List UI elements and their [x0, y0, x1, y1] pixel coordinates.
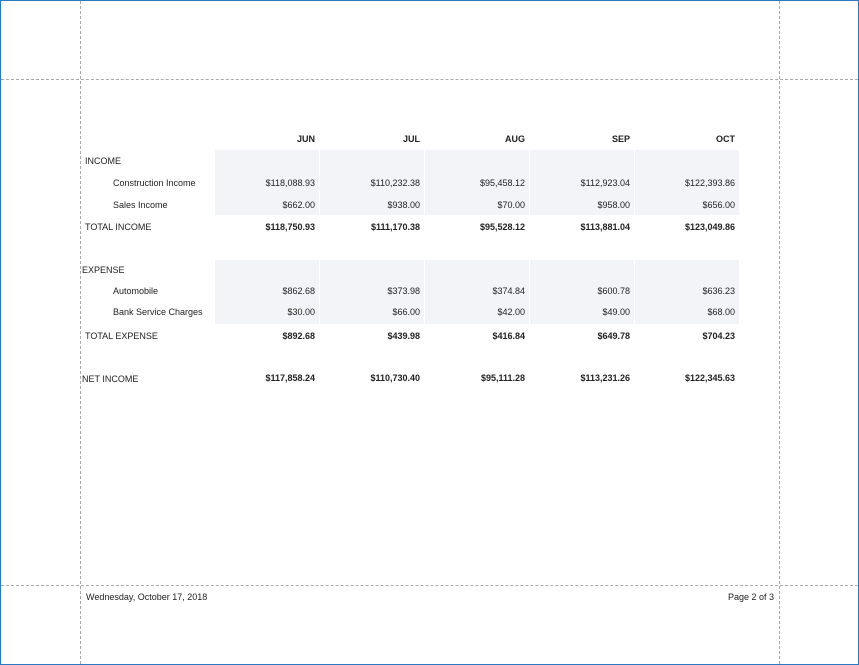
- margin-guide: [1, 79, 858, 80]
- row-shade: [215, 150, 319, 215]
- cell-value: $42.00: [497, 307, 525, 317]
- cell-value: $111,170.38: [370, 222, 420, 232]
- cell-value: $656.00: [702, 200, 735, 210]
- cell-value: $123,049.86: [684, 222, 735, 232]
- total-label: TOTAL INCOME: [85, 222, 152, 232]
- cell-value: $95,111.28: [480, 373, 525, 383]
- cell-value: $704.23: [702, 331, 735, 341]
- cell-value: $600.78: [597, 286, 630, 296]
- cell-value: $938.00: [387, 200, 420, 210]
- row-label: Automobile: [113, 286, 159, 296]
- cell-value: $439.98: [387, 331, 420, 341]
- cell-value: $110,730.40: [370, 373, 420, 383]
- section-label: INCOME: [85, 156, 121, 166]
- total-label: TOTAL EXPENSE: [85, 331, 158, 341]
- cell-value: $117,858.24: [265, 373, 315, 383]
- cell-value: $68.00: [707, 307, 735, 317]
- row-shade: [320, 260, 424, 324]
- cell-value: $118,088.93: [265, 178, 315, 188]
- row-label: Construction Income: [113, 178, 196, 188]
- net-income-label: NET INCOME: [82, 374, 139, 384]
- section-label: EXPENSE: [82, 265, 125, 275]
- cell-value: $112,923.04: [580, 178, 630, 188]
- row-label: Sales Income: [113, 200, 168, 210]
- footer-date: Wednesday, October 17, 2018: [86, 592, 208, 602]
- cell-value: $95,458.12: [479, 178, 525, 188]
- column-header: AUG: [505, 134, 525, 144]
- column-header: JUL: [402, 134, 420, 144]
- cell-value: $95,528.12: [479, 222, 525, 232]
- cell-value: $373.98: [387, 286, 420, 296]
- cell-value: $662.00: [282, 200, 315, 210]
- row-shade: [320, 150, 424, 215]
- cell-value: $113,231.26: [580, 373, 630, 383]
- column-header: SEP: [611, 134, 630, 144]
- cell-value: $113,881.04: [580, 222, 630, 232]
- cell-value: $122,345.63: [684, 373, 735, 383]
- row-label: Bank Service Charges: [113, 307, 203, 317]
- cell-value: $122,393.86: [684, 178, 735, 188]
- row-shade: [635, 150, 739, 215]
- column-header: OCT: [716, 134, 735, 144]
- cell-value: $636.23: [702, 286, 735, 296]
- row-shade: [425, 260, 529, 324]
- cell-value: $110,232.38: [370, 178, 420, 188]
- row-shade: [425, 150, 529, 215]
- cell-value: $649.78: [597, 331, 630, 341]
- cell-value: $892.68: [282, 331, 315, 341]
- margin-guide: [779, 1, 780, 664]
- column-header: JUN: [296, 134, 315, 144]
- cell-value: $374.84: [492, 286, 525, 296]
- cell-value: $958.00: [597, 200, 630, 210]
- cell-value: $70.00: [497, 200, 525, 210]
- cell-value: $416.84: [492, 331, 525, 341]
- row-shade: [530, 150, 634, 215]
- cell-value: $862.68: [282, 286, 315, 296]
- cell-value: $49.00: [602, 307, 630, 317]
- margin-guide: [80, 1, 81, 664]
- margin-guide: [1, 585, 858, 586]
- row-shade: [215, 260, 319, 324]
- footer-page: Page 2 of 3: [727, 592, 774, 602]
- cell-value: $30.00: [287, 307, 315, 317]
- row-shade: [635, 260, 739, 324]
- row-shade: [530, 260, 634, 324]
- cell-value: $118,750.93: [265, 222, 315, 232]
- cell-value: $66.00: [392, 307, 420, 317]
